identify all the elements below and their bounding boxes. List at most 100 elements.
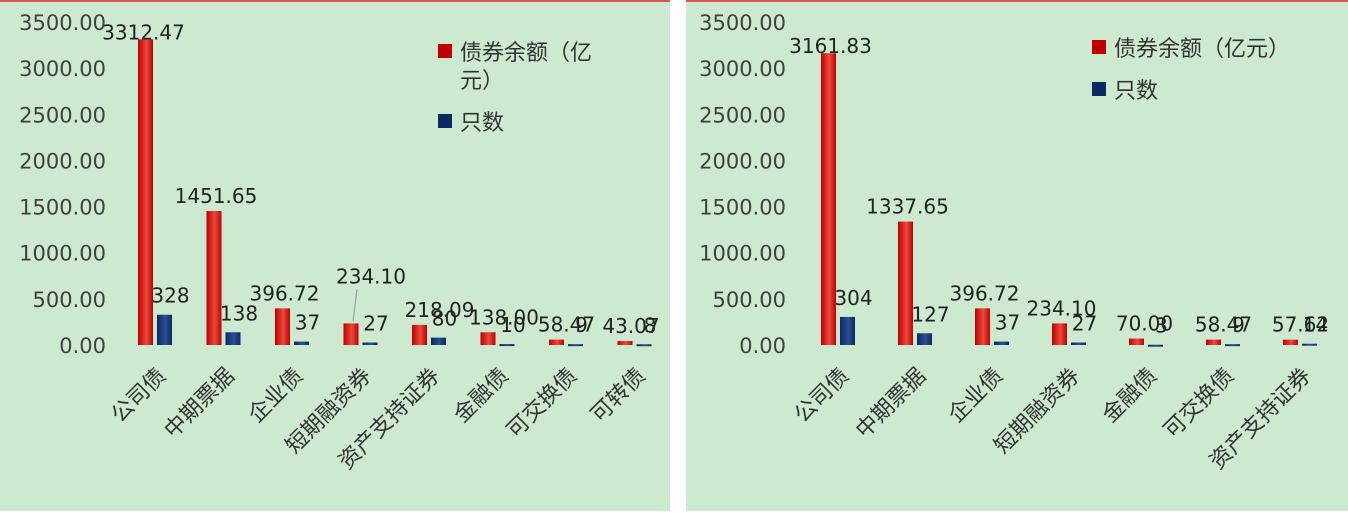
category-label: 企业债: [244, 364, 308, 428]
bar-amount: [1206, 339, 1221, 345]
data-label-amount: 396.72: [950, 281, 1020, 305]
bar-count: [225, 332, 241, 345]
legend-label-amount: 债券余额（亿: [460, 41, 592, 66]
data-label-amount: 57.62: [1272, 313, 1329, 337]
data-label-amount: 1451.65: [175, 184, 258, 208]
y-tick-label: 3000.00: [699, 57, 786, 81]
legend-label-amount: 债券余额（亿元）: [1114, 37, 1290, 62]
y-tick-label: 3500.00: [699, 11, 786, 35]
y-tick-label: 0.00: [739, 334, 786, 358]
bar-count: [1071, 342, 1086, 345]
y-tick-label: 2500.00: [699, 103, 786, 127]
data-label-count: 27: [363, 312, 388, 336]
bar-count: [294, 341, 309, 345]
bar-count: [568, 344, 583, 347]
y-tick-label: 1000.00: [19, 242, 106, 266]
category-label: 金融债: [1098, 364, 1162, 428]
legend-swatch-count: [1092, 82, 1106, 96]
bar-amount: [898, 221, 913, 345]
data-label-count: 37: [995, 311, 1020, 335]
category-label: 金融债: [449, 364, 513, 428]
y-tick-label: 0.00: [59, 334, 106, 358]
bar-amount: [617, 341, 633, 345]
leader-line: [352, 289, 358, 322]
bar-count: [1225, 344, 1240, 347]
data-label-count: 10: [500, 313, 525, 337]
y-tick-label: 1500.00: [699, 196, 786, 220]
bar-amount: [343, 323, 359, 345]
category-label: 中期票据: [160, 364, 240, 444]
y-tick-label: 1500.00: [19, 196, 106, 220]
category-label: 可交换债: [502, 364, 582, 444]
y-tick-label: 1000.00: [699, 242, 786, 266]
category-label: 公司债: [107, 364, 171, 428]
data-label-amount: 1337.65: [866, 195, 949, 219]
chart-panel-left: 0.00 500.00 1000.00 1500.00 2000.00 2500.00 30…: [0, 0, 670, 511]
data-label-count: 80: [432, 307, 457, 331]
data-label-count: 304: [834, 286, 872, 310]
bar-count: [157, 314, 172, 345]
y-tick-label: 2000.00: [19, 149, 106, 173]
legend-swatch-amount: [1092, 40, 1106, 54]
data-label-amount: 3312.47: [102, 20, 185, 44]
data-label-amount: 58.47: [538, 313, 595, 337]
category-label: 可交换债: [1159, 364, 1239, 444]
data-label-count: 14: [1303, 313, 1328, 337]
data-label-count: 8: [644, 313, 657, 337]
data-label-amount: 234.10: [336, 264, 406, 288]
category-label: 公司债: [790, 364, 854, 428]
bar-count: [1302, 343, 1317, 346]
bar-count: [499, 344, 515, 347]
bar-amount: [275, 308, 290, 345]
bar-count: [840, 316, 855, 345]
bar-chart-left: 0.00 500.00 1000.00 1500.00 2000.00 2500.00 30…: [19, 11, 659, 475]
bar-amount: [412, 324, 427, 345]
bar-amount: [1052, 323, 1067, 345]
bar-count: [362, 342, 378, 345]
bar-amount: [1129, 338, 1144, 345]
legend-label-amount: 元）: [460, 69, 504, 94]
y-tick-label: 500.00: [713, 288, 786, 312]
bar-count: [1148, 344, 1163, 347]
y-tick-label: 3000.00: [19, 57, 106, 81]
data-label-amount: 218.09: [405, 298, 475, 322]
legend-swatch-amount: [438, 44, 452, 58]
data-label-amount: 234.10: [1027, 296, 1097, 320]
bar-count: [994, 341, 1009, 345]
bar-amount: [549, 339, 564, 345]
bar-chart-right: 0.00 500.00 1000.00 1500.00 2000.00 2500.00 30…: [699, 11, 1329, 475]
y-tick-label: 500.00: [33, 288, 106, 312]
y-tick-label: 2000.00: [699, 149, 786, 173]
chart-panel-right: 0.00 500.00 1000.00 1500.00 2000.00 2500.00 30…: [686, 0, 1348, 511]
data-label-count: 9: [575, 313, 588, 337]
data-label-amount: 58.47: [1195, 313, 1252, 337]
legend: 债券余额（亿元） 只数: [438, 41, 592, 136]
bar-amount: [821, 53, 836, 346]
data-label-amount: 138.00: [469, 305, 539, 329]
data-label-count: 138: [220, 301, 258, 325]
data-label-amount: 43.07: [602, 314, 659, 338]
data-label-amount: 3161.83: [789, 34, 872, 58]
bar-amount: [480, 332, 496, 345]
legend: 债券余额（亿元） 只数: [1092, 37, 1290, 104]
legend-swatch-count: [438, 114, 452, 128]
y-tick-label: 3500.00: [19, 11, 106, 35]
bar-count: [636, 344, 652, 347]
y-tick-label: 2500.00: [19, 103, 106, 127]
bar-amount: [975, 308, 990, 345]
legend-label-count: 只数: [460, 111, 504, 136]
bar-amount: [206, 211, 222, 345]
data-label-count: 127: [911, 302, 949, 326]
bar-amount: [138, 39, 153, 346]
data-label-count: 328: [151, 284, 189, 308]
bar-amount: [1283, 339, 1298, 345]
data-label-count: 27: [1072, 312, 1097, 336]
category-label: 企业债: [944, 364, 1008, 428]
data-label-amount: 70.00: [1116, 312, 1173, 336]
data-label-count: 9: [1232, 313, 1245, 337]
legend-label-count: 只数: [1114, 79, 1158, 104]
data-label-count: 3: [1155, 314, 1168, 338]
bar-count: [917, 333, 932, 345]
data-label-count: 37: [295, 311, 320, 335]
